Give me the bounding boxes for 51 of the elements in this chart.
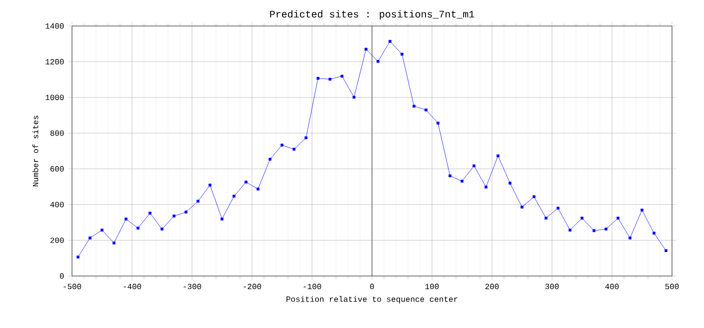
point <box>160 228 164 230</box>
point <box>352 96 356 99</box>
point <box>664 249 668 252</box>
point <box>268 158 272 161</box>
point <box>316 76 320 80</box>
point <box>496 154 500 158</box>
point <box>460 180 464 183</box>
point <box>616 216 620 220</box>
chart-title: Predicted sites : positions_7nt_m1 <box>270 10 474 20</box>
point <box>388 40 392 43</box>
point <box>220 218 224 220</box>
point <box>304 136 308 140</box>
point <box>124 218 128 220</box>
point <box>364 48 368 51</box>
point <box>232 194 236 198</box>
point <box>136 226 140 230</box>
point <box>376 60 380 63</box>
point <box>436 122 440 125</box>
point <box>568 228 572 232</box>
point <box>628 236 632 240</box>
point <box>424 108 428 112</box>
point <box>184 210 188 214</box>
point <box>580 216 584 220</box>
point <box>100 228 104 232</box>
point <box>640 208 644 212</box>
point <box>556 206 560 210</box>
point <box>244 180 248 184</box>
point <box>112 242 116 244</box>
point <box>520 206 524 208</box>
point <box>400 52 404 56</box>
point <box>148 212 152 215</box>
point <box>412 104 416 108</box>
point <box>88 236 92 240</box>
point <box>544 216 548 220</box>
point <box>652 232 656 235</box>
point <box>280 144 284 147</box>
point <box>172 214 176 218</box>
point <box>208 184 212 187</box>
point <box>484 186 488 188</box>
point <box>448 174 452 178</box>
point <box>604 228 608 230</box>
point <box>196 200 200 203</box>
point <box>472 164 476 168</box>
point <box>532 195 536 198</box>
point <box>328 78 332 81</box>
point <box>76 256 80 258</box>
point <box>340 74 344 78</box>
point <box>508 182 512 185</box>
point <box>592 229 596 232</box>
point <box>292 148 296 151</box>
point <box>256 188 260 190</box>
